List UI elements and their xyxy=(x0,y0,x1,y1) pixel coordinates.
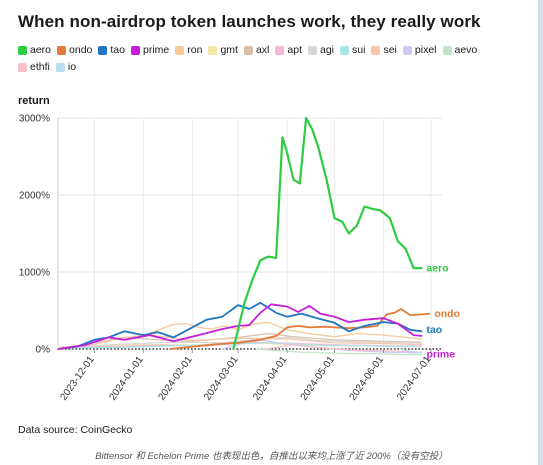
legend-label: io xyxy=(67,61,77,73)
series-line-aero xyxy=(232,116,423,351)
legend-label: sui xyxy=(352,44,366,56)
y-tick-label: 1000% xyxy=(19,268,50,279)
x-tick-label: 2024-05-01 xyxy=(299,354,338,403)
legend-label: ron xyxy=(187,44,203,56)
chart-title: When non-airdrop token launches work, th… xyxy=(18,12,481,31)
legend-item-ron: ron xyxy=(175,44,202,57)
x-tick-label: 2024-03-01 xyxy=(202,354,241,403)
legend-swatch xyxy=(130,46,140,55)
legend-swatch xyxy=(275,46,285,55)
series-lines xyxy=(57,116,431,356)
y-axis-title: return xyxy=(18,95,50,107)
series-line-ethfi xyxy=(264,343,423,353)
series-line-ron xyxy=(149,321,423,340)
legend-label: agi xyxy=(320,44,335,56)
legend-label: aero xyxy=(30,44,52,56)
series-line-prime xyxy=(57,303,423,350)
legend-swatch xyxy=(57,46,67,55)
series-line-io xyxy=(398,348,423,354)
legend-item-ethfi: ethfi xyxy=(18,61,50,74)
legend-swatch xyxy=(340,46,350,55)
legend-label: pixel xyxy=(414,44,437,56)
legend-item-ondo: ondo xyxy=(57,44,92,57)
end-label-prime: prime xyxy=(426,348,455,360)
legend-item-gmt: gmt xyxy=(208,44,238,57)
series-line-sei xyxy=(60,334,423,349)
grid-lines xyxy=(58,117,442,350)
legend-swatch xyxy=(18,63,27,72)
legend-label: ondo xyxy=(69,44,93,56)
caption: Bittensor 和 Echelon Prime 也表现出色，自推出以来均上涨… xyxy=(95,451,448,462)
legend-swatch xyxy=(208,46,218,55)
legend-swatch xyxy=(402,46,412,55)
y-tick-label: 2000% xyxy=(19,191,50,202)
legend: aero ondo tao prime ron gmt axl apt agi sui sei pix… xyxy=(18,44,518,74)
legend-item-pixel: pixel xyxy=(402,44,437,57)
legend-item-tao: tao xyxy=(98,44,125,57)
legend-swatch xyxy=(175,46,185,55)
legend-label: sei xyxy=(383,44,397,56)
x-tick-label: 2024-07-01 xyxy=(395,354,434,403)
end-label-tao: tao xyxy=(426,324,442,336)
data-source-note: Data source: CoinGecko xyxy=(18,424,133,436)
legend-swatch xyxy=(371,46,381,55)
legend-label: axl xyxy=(255,44,270,56)
legend-label: gmt xyxy=(220,44,238,56)
x-tick-label: 2024-01-01 xyxy=(107,354,146,403)
legend-item-io: io xyxy=(55,61,77,74)
axes: 0% 1000% 2000% 3000% 2023-12-01 2024-01-01 202… xyxy=(19,114,434,403)
legend-item-axl: axl xyxy=(243,44,270,57)
legend-item-agi: agi xyxy=(308,44,334,57)
legend-label: apt xyxy=(287,44,302,56)
legend-item-prime: prime xyxy=(130,44,170,57)
legend-item-sui: sui xyxy=(340,44,365,57)
legend-swatch xyxy=(55,63,65,72)
y-tick-label: 3000% xyxy=(19,114,50,125)
x-tick-label: 2024-06-01 xyxy=(348,354,387,403)
legend-item-aero: aero xyxy=(18,44,51,57)
series-line-tao xyxy=(57,301,423,350)
series-line-aevo xyxy=(256,348,423,356)
legend-swatch xyxy=(442,46,452,55)
end-labels: aero ondo tao prime xyxy=(426,263,460,361)
legend-swatch xyxy=(308,46,317,55)
legend-label: prime xyxy=(142,44,170,56)
legend-item-apt: apt xyxy=(275,44,302,57)
legend-label: ethfi xyxy=(30,61,50,73)
x-tick-label: 2024-02-01 xyxy=(156,354,195,403)
window-edge xyxy=(538,0,543,465)
series-line-ondo xyxy=(169,308,431,350)
legend-item-sei: sei xyxy=(371,44,397,57)
legend-item-aevo: aevo xyxy=(442,44,478,57)
y-tick-label: 0% xyxy=(36,345,51,356)
end-label-ondo: ondo xyxy=(434,308,460,320)
legend-label: aevo xyxy=(454,44,478,56)
legend-swatch xyxy=(98,46,108,55)
x-tick-label: 2023-12-01 xyxy=(58,354,97,403)
series-line-sui xyxy=(60,342,423,349)
end-label-aero: aero xyxy=(426,263,448,275)
legend-swatch xyxy=(243,46,253,55)
x-tick-label: 2024-04-01 xyxy=(251,354,290,403)
legend-label: tao xyxy=(110,44,125,56)
legend-swatch xyxy=(18,46,27,55)
